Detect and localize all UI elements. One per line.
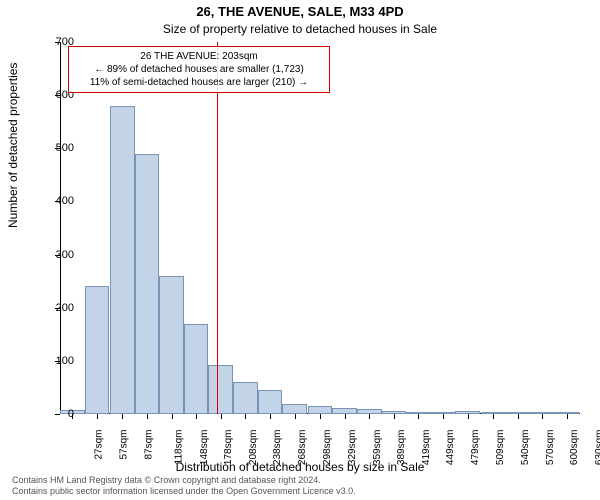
x-tick-label: 57sqm [118, 430, 129, 460]
histogram-bar [258, 390, 283, 414]
footer: Contains HM Land Registry data © Crown c… [12, 475, 356, 497]
histogram-bar [184, 324, 209, 414]
y-axis-label: Number of detached properties [6, 63, 20, 228]
x-tick-label: 87sqm [143, 430, 154, 460]
x-axis-label: Distribution of detached houses by size … [0, 460, 600, 474]
title-main: 26, THE AVENUE, SALE, M33 4PD [0, 4, 600, 19]
marker-line [217, 42, 219, 414]
annotation-box: 26 THE AVENUE: 203sqm ← 89% of detached … [68, 46, 330, 93]
plot-area [60, 42, 580, 414]
histogram-bar [110, 106, 135, 414]
annotation-line2: ← 89% of detached houses are smaller (1,… [75, 63, 323, 76]
title-sub: Size of property relative to detached ho… [0, 22, 600, 36]
histogram-bar [233, 382, 258, 414]
footer-line2: Contains public sector information licen… [12, 486, 356, 497]
histogram-bar [159, 276, 184, 414]
histogram-bar [308, 406, 333, 414]
x-tick-label: 27sqm [94, 430, 105, 460]
footer-line1: Contains HM Land Registry data © Crown c… [12, 475, 356, 486]
annotation-line3: 11% of semi-detached houses are larger (… [75, 76, 323, 89]
histogram-bar [85, 286, 110, 414]
histogram-bar [135, 154, 160, 414]
chart-container: 26, THE AVENUE, SALE, M33 4PD Size of pr… [0, 0, 600, 500]
histogram-bar [208, 365, 233, 414]
histogram-bar [282, 404, 307, 414]
annotation-line1: 26 THE AVENUE: 203sqm [75, 50, 323, 63]
